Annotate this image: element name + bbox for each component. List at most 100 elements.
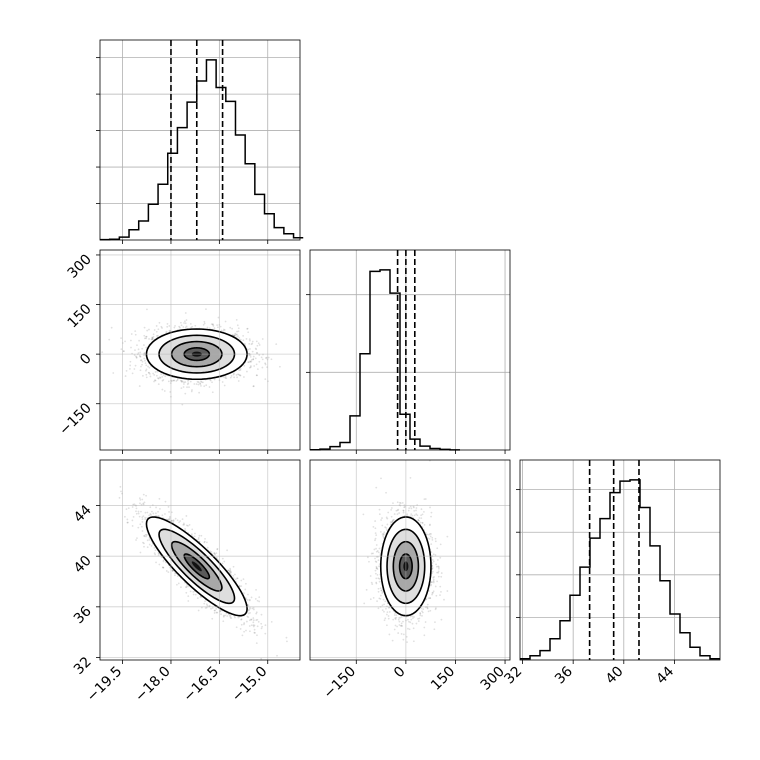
scatter-point: [161, 379, 164, 382]
scatter-point: [248, 354, 251, 357]
scatter-point: [184, 392, 187, 395]
scatter-point: [154, 379, 156, 382]
scatter-point: [145, 335, 148, 338]
scatter-point: [243, 364, 246, 367]
scatter-point: [203, 602, 206, 605]
scatter-point: [227, 569, 230, 572]
scatter-point: [165, 330, 168, 333]
scatter-point: [224, 320, 227, 323]
scatter-point: [157, 377, 160, 380]
scatter-point: [167, 518, 170, 521]
scatter-point: [149, 375, 152, 378]
scatter-point: [185, 325, 188, 328]
scatter-point: [189, 380, 192, 383]
scatter-point: [239, 367, 242, 370]
scatter-point: [255, 612, 258, 615]
scatter-point: [221, 381, 224, 383]
scatter-point: [225, 612, 228, 615]
scatter-point: [175, 380, 178, 382]
scatter-point: [187, 600, 190, 602]
scatter-point: [197, 381, 200, 384]
scatter-point: [248, 598, 251, 601]
scatter-point: [248, 361, 250, 364]
scatter-point: [174, 572, 176, 575]
scatter-point: [256, 634, 258, 637]
scatter-point: [140, 359, 143, 362]
scatter-point: [174, 574, 176, 577]
scatter-point: [152, 333, 155, 336]
scatter-point: [145, 346, 148, 349]
scatter-point: [143, 501, 146, 504]
scatter-point: [182, 523, 185, 526]
scatter-point: [237, 330, 240, 333]
scatter-point: [304, 668, 306, 670]
scatter-point: [120, 337, 122, 340]
scatter-point: [198, 391, 201, 394]
scatter-point: [135, 355, 137, 358]
scatter-point: [177, 582, 180, 585]
scatter-point: [211, 323, 214, 326]
scatter-point: [248, 342, 251, 345]
joint-panel-0-2: [99, 459, 306, 670]
scatter-point: [248, 599, 251, 602]
hist-panel-0: [96, 39, 304, 241]
scatter-point: [221, 562, 224, 565]
histogram-step: [310, 269, 460, 451]
scatter-point: [154, 553, 157, 556]
scatter-point: [264, 624, 267, 627]
scatter-point: [247, 612, 250, 615]
scatter-point: [138, 339, 140, 342]
scatter-point: [247, 616, 250, 619]
scatter-point: [245, 620, 248, 623]
scatter-point: [141, 518, 144, 521]
scatter-point: [153, 380, 155, 383]
scatter-point: [179, 379, 182, 382]
scatter-point: [131, 372, 134, 375]
scatter-point: [161, 566, 164, 569]
scatter-point: [229, 326, 232, 329]
scatter-point: [242, 334, 245, 337]
scatter-point: [140, 510, 142, 513]
scatter-point: [185, 591, 188, 594]
scatter-point: [181, 380, 184, 383]
scatter-point: [249, 611, 251, 614]
scatter-point: [248, 338, 251, 341]
scatter-point: [176, 583, 178, 586]
scatter-point: [229, 570, 231, 573]
scatter-point: [155, 330, 158, 333]
scatter-point: [148, 366, 151, 369]
scatter-point: [226, 549, 228, 552]
hist-panel-2: [516, 459, 721, 661]
scatter-point: [219, 610, 222, 612]
scatter-point: [240, 579, 243, 582]
scatter-point: [135, 507, 138, 510]
scatter-point: [190, 326, 192, 329]
scatter-point: [224, 375, 227, 378]
scatter-point: [205, 384, 208, 387]
scatter-point: [267, 356, 270, 359]
scatter-point: [254, 357, 257, 360]
scatter-point: [129, 364, 132, 367]
hist-panel-1: [306, 249, 511, 451]
scatter-point: [161, 514, 164, 517]
scatter-point: [235, 626, 238, 629]
scatter-point: [211, 391, 214, 394]
scatter-point: [239, 338, 242, 341]
scatter-point: [216, 548, 219, 551]
scatter-point: [188, 386, 190, 388]
scatter-point: [141, 374, 144, 377]
scatter-point: [239, 628, 242, 630]
scatter-point: [143, 545, 145, 548]
scatter-point: [237, 327, 240, 330]
scatter-point: [184, 381, 187, 383]
scatter-point: [233, 372, 235, 375]
scatter-point: [162, 379, 165, 381]
scatter-point: [237, 380, 240, 382]
scatter-point: [184, 322, 187, 325]
scatter-point: [241, 634, 244, 637]
scatter-point: [238, 373, 240, 376]
scatter-point: [243, 342, 246, 345]
scatter-point: [255, 363, 258, 366]
scatter-point: [139, 355, 142, 358]
scatter-point: [144, 369, 147, 372]
